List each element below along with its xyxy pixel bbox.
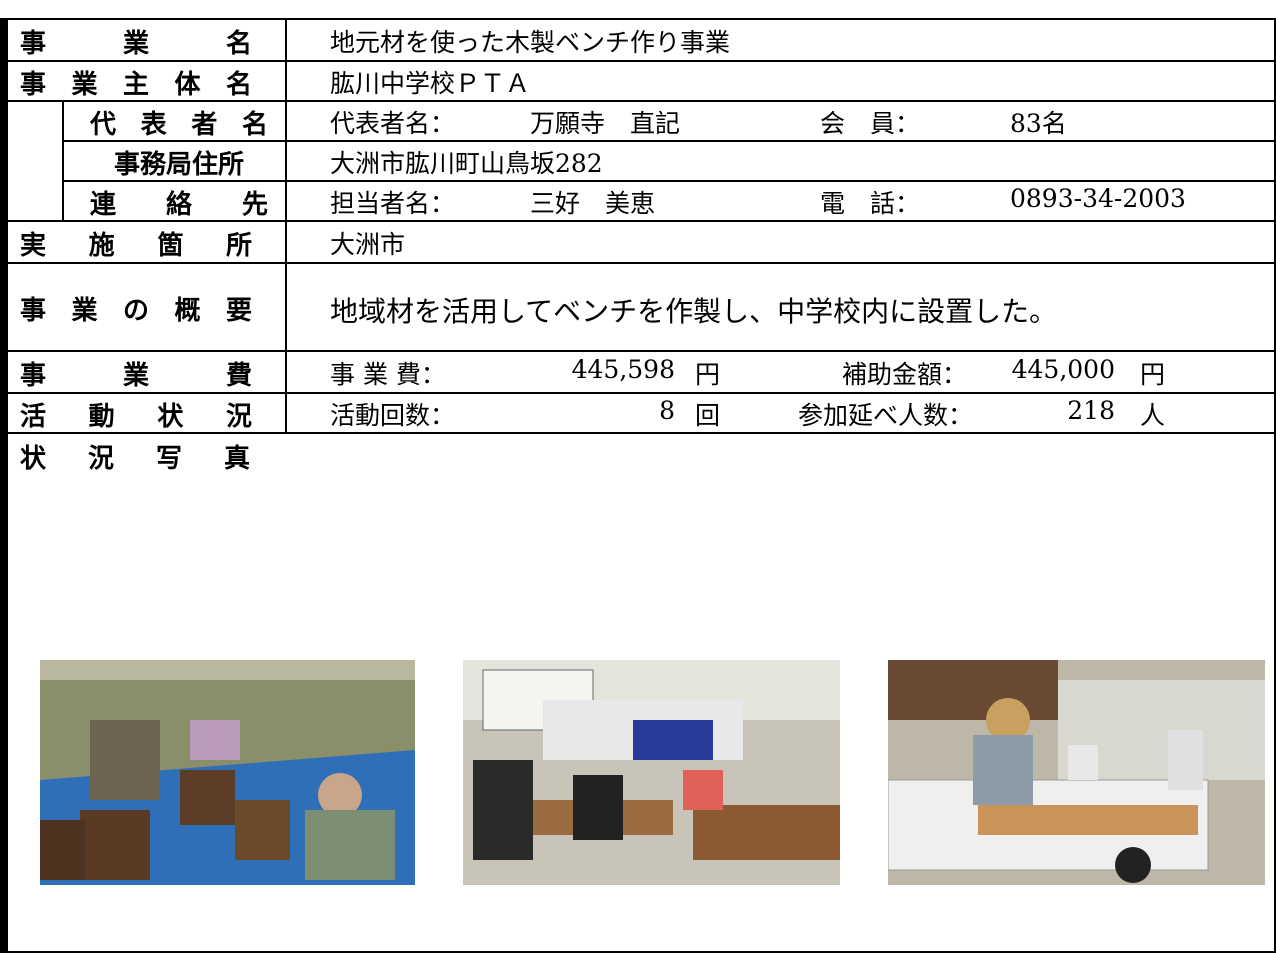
field-text: 円 — [695, 360, 721, 389]
field-text: 事 業 費： — [330, 360, 446, 389]
field-text: 電 話： — [820, 189, 921, 218]
field-text: 0893-34-2003 — [1010, 184, 1186, 213]
row-label: 連絡先 — [90, 190, 268, 220]
row-value: 地元材を使った木製ベンチ作り事業 — [330, 28, 731, 57]
photo — [40, 660, 415, 885]
field-text: 補助金額： — [842, 360, 968, 389]
row-label: 代表者名 — [90, 110, 268, 140]
row-label: 状況写真 — [20, 444, 250, 474]
field-text: 回 — [695, 401, 721, 430]
field-text: 三好 美恵 — [530, 189, 656, 218]
field-text: 8 — [659, 396, 675, 425]
field-text: 参加延べ人数： — [798, 401, 974, 430]
row-label: 事業費 — [20, 361, 252, 391]
field-text: 218 — [1067, 396, 1115, 425]
field-text: 445,598 — [571, 355, 675, 384]
field-text: 83名 — [1010, 109, 1067, 138]
row-value: 大洲市 — [330, 230, 406, 259]
photo — [888, 660, 1265, 885]
field-text: 445,000 — [1011, 355, 1115, 384]
row-value: 肱川中学校ＰＴＡ — [330, 69, 531, 98]
field-text: 人 — [1140, 401, 1166, 430]
field-text: 会 員： — [820, 109, 921, 138]
row-label: 事業の概要 — [20, 296, 252, 326]
row-label: 実施箇所 — [20, 231, 252, 261]
photo — [463, 660, 840, 885]
field-text: 円 — [1140, 360, 1166, 389]
row-label: 事 業 名 — [20, 29, 252, 59]
field-text: 活動回数： — [330, 401, 456, 430]
row-value: 大洲市肱川町山鳥坂282 — [330, 149, 603, 178]
indent-cell — [0, 100, 64, 222]
row-label: 事業主体名 — [20, 70, 252, 100]
row-value: 地域材を活用してベンチを作製し、中学校内に設置した。 — [330, 295, 1058, 328]
row-label: 活動状況 — [20, 402, 252, 432]
field-text: 万願寺 直記 — [530, 109, 681, 138]
field-text: 担当者名： — [330, 189, 456, 218]
field-text: 代表者名： — [330, 109, 456, 138]
row-label: 事務局住所 — [113, 150, 244, 180]
value-cell — [285, 220, 1276, 264]
